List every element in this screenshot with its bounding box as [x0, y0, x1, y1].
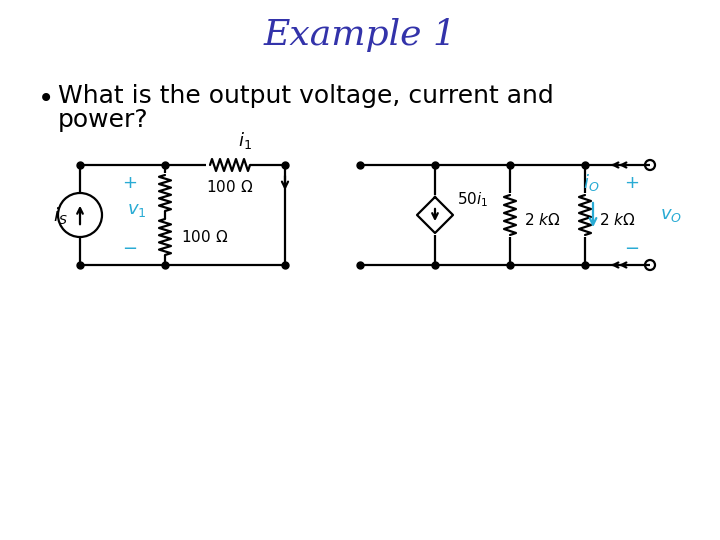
Text: $-$: $-$ [624, 238, 639, 256]
Text: $+$: $+$ [624, 174, 639, 192]
Text: $50i_1$: $50i_1$ [457, 191, 488, 210]
Text: $2\ k\Omega$: $2\ k\Omega$ [524, 212, 561, 228]
Text: $+$: $+$ [122, 174, 138, 192]
Text: •: • [38, 85, 54, 113]
Text: What is the output voltage, current and: What is the output voltage, current and [58, 84, 554, 108]
Text: $100\ \Omega$: $100\ \Omega$ [181, 229, 228, 245]
Text: Example 1: Example 1 [264, 18, 456, 52]
Text: $100\ \Omega$: $100\ \Omega$ [207, 179, 253, 195]
Text: $i_1$: $i_1$ [238, 130, 252, 151]
Text: $v_1$: $v_1$ [127, 201, 147, 219]
Text: power?: power? [58, 108, 148, 132]
Text: $i_O$: $i_O$ [582, 172, 599, 193]
Text: $-$: $-$ [122, 238, 138, 256]
Text: $i_S$: $i_S$ [53, 205, 68, 226]
Text: $v_O$: $v_O$ [660, 206, 682, 224]
Text: $2\ k\Omega$: $2\ k\Omega$ [599, 212, 636, 228]
